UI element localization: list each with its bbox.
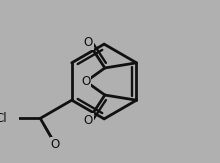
Text: O: O xyxy=(84,114,93,127)
Text: O: O xyxy=(84,36,93,49)
Text: Cl: Cl xyxy=(0,112,7,125)
Text: O: O xyxy=(51,138,60,151)
Text: O: O xyxy=(81,75,91,88)
